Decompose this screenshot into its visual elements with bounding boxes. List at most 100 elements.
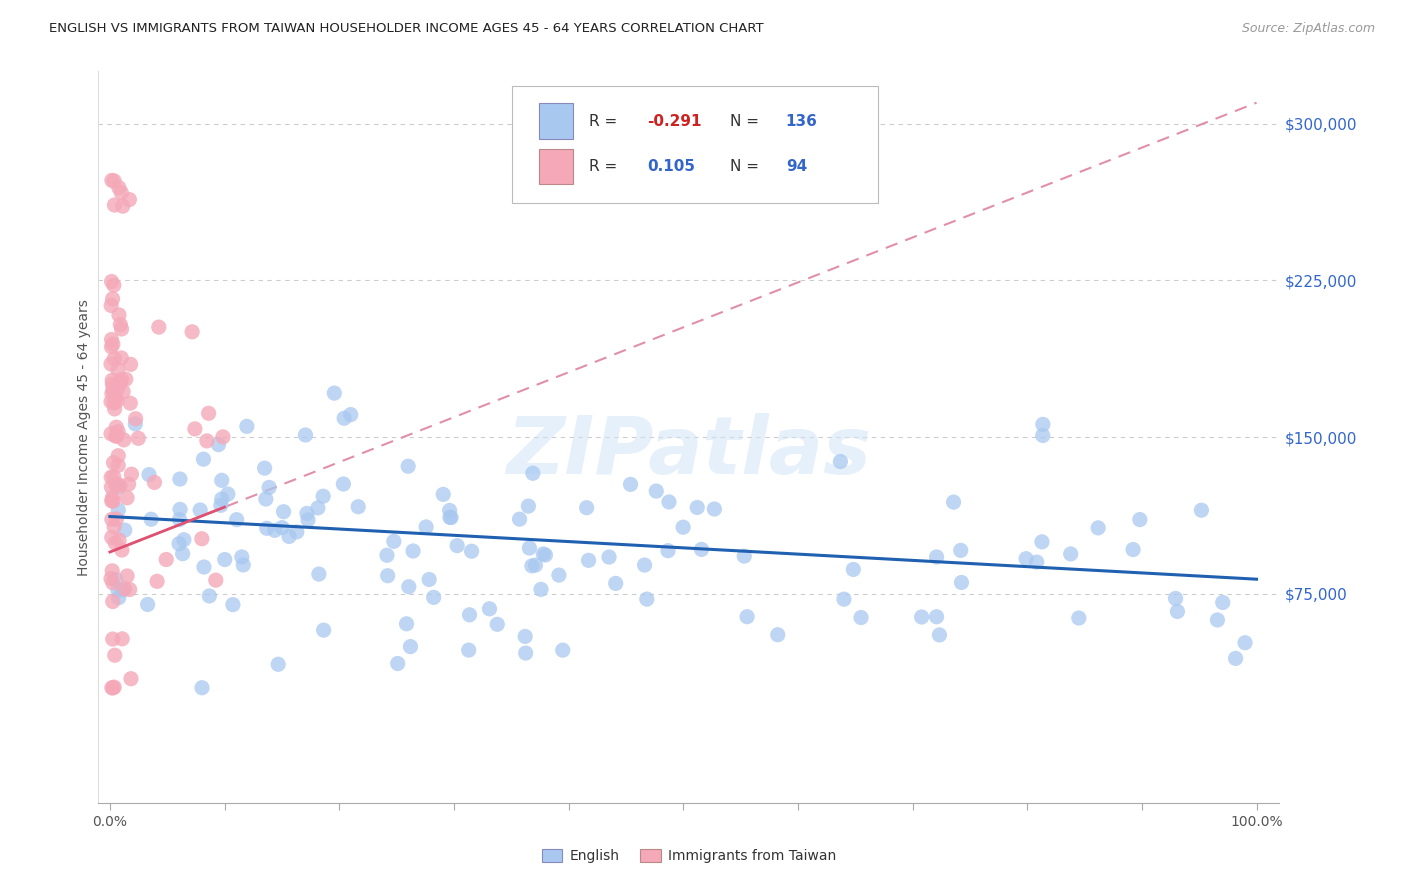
Point [1164,591,1187,606]
Point [107,503,129,517]
Point [103,469,125,483]
Point [1212,595,1234,609]
Point [636,592,658,607]
Point [418,573,440,587]
Point [949,543,972,558]
Point [645,484,668,499]
Point [101,681,124,695]
Point [115,491,138,505]
Text: 0.105: 0.105 [648,159,696,174]
Point [910,610,932,624]
Point [100,333,122,347]
Point [387,657,409,671]
Point [101,377,124,392]
Point [118,582,141,597]
Point [111,632,134,646]
Point [107,583,129,598]
Point [432,487,454,501]
Point [124,417,146,431]
Point [832,592,855,607]
Point [1189,503,1212,517]
Point [207,437,229,451]
Point [217,487,239,501]
Point [396,459,419,474]
Point [112,384,135,399]
Point [347,500,370,514]
Point [101,173,124,187]
Point [110,322,132,336]
Point [100,298,122,312]
Point [110,351,132,365]
FancyBboxPatch shape [538,103,574,139]
Point [111,543,134,558]
Point [294,428,316,442]
Point [231,549,253,564]
Point [849,610,872,624]
Point [633,558,655,572]
Point [619,477,641,491]
FancyBboxPatch shape [512,86,877,203]
Point [703,502,725,516]
Point [520,558,543,573]
Point [101,512,124,526]
Point [107,363,129,377]
Point [232,558,254,572]
Point [101,564,124,578]
Point [148,320,170,334]
Point [478,602,501,616]
Point [333,411,356,425]
Point [101,373,124,387]
Point [108,308,131,322]
Point [522,467,544,481]
Point [101,383,124,397]
Point [733,549,755,563]
Point [108,375,131,389]
Point [100,340,122,354]
Point [323,386,346,401]
Point [439,510,461,524]
Point [120,467,142,482]
Point [312,623,335,637]
Point [103,383,125,397]
Point [103,351,125,366]
Point [100,493,122,508]
Point [103,174,125,188]
Point [211,474,233,488]
Point [925,609,948,624]
Point [263,524,285,538]
Point [104,573,127,587]
Point [103,198,125,212]
Point [103,456,125,470]
Point [253,461,276,475]
Point [551,643,574,657]
Point [191,681,214,695]
Point [375,548,398,562]
Point [173,533,195,547]
Point [107,425,129,439]
Point [830,454,852,468]
Point [672,520,695,534]
Point [1032,428,1054,442]
Point [534,548,557,562]
Text: 94: 94 [786,159,807,174]
Point [107,381,129,395]
Point [100,357,122,371]
Point [127,431,149,445]
Point [735,609,758,624]
Point [548,568,571,582]
Point [120,357,142,371]
Point [925,549,948,564]
Point [446,539,468,553]
Point [209,499,232,513]
Text: Source: ZipAtlas.com: Source: ZipAtlas.com [1241,22,1375,36]
Point [197,406,219,420]
Point [398,580,420,594]
Point [339,408,361,422]
Point [108,180,131,194]
Point [285,524,308,539]
Point [114,582,136,596]
Point [111,199,134,213]
Point [100,530,122,544]
Point [382,534,405,549]
Text: 136: 136 [786,113,818,128]
